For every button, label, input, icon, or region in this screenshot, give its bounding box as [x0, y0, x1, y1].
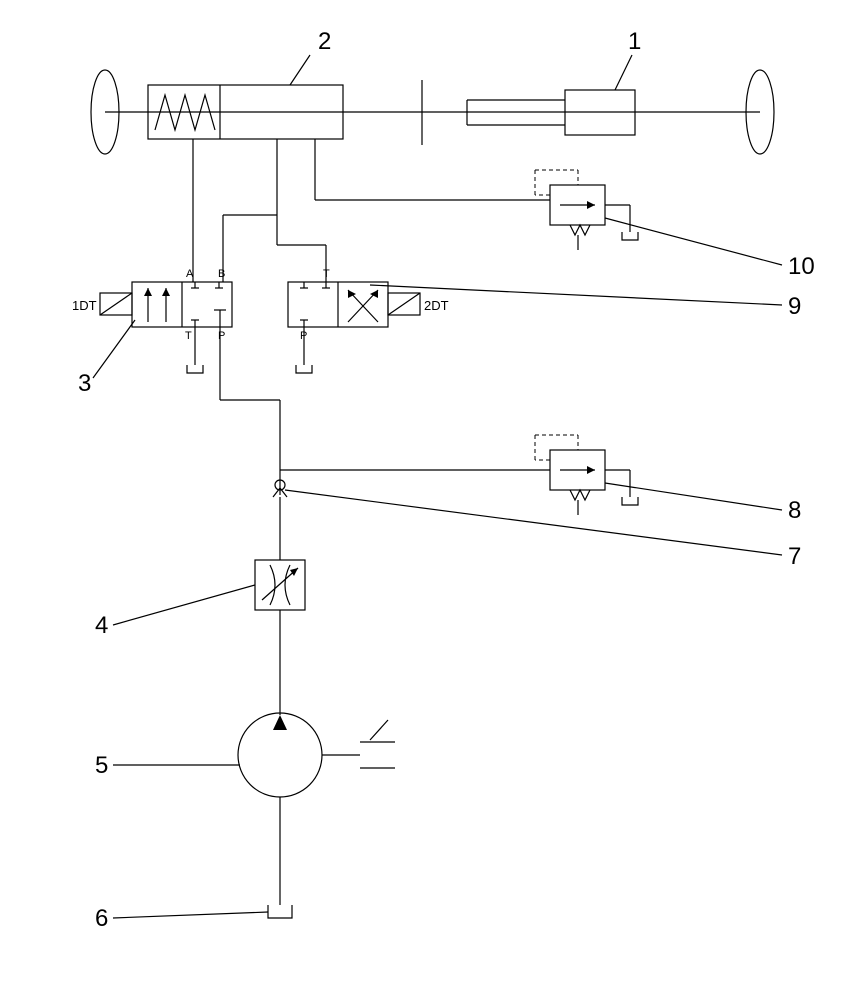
port-t-left: T — [185, 330, 192, 342]
label-1: 1 — [628, 28, 641, 56]
port-b: B — [218, 268, 225, 280]
label-9: 9 — [788, 293, 801, 321]
label-6: 6 — [95, 905, 108, 933]
label-7: 7 — [788, 543, 801, 571]
port-a: A — [186, 268, 193, 280]
label-2: 2 — [318, 28, 331, 56]
hydraulic-diagram: 1 2 3 4 5 6 7 8 9 10 A B T P T P 1DT 2DT — [0, 0, 860, 1000]
label-3: 3 — [78, 370, 91, 398]
port-p-left: P — [218, 330, 225, 342]
label-10: 10 — [788, 253, 815, 281]
port-t-right: T — [323, 268, 330, 280]
solenoid-1dt: 1DT — [72, 298, 97, 313]
label-8: 8 — [788, 497, 801, 525]
label-5: 5 — [95, 752, 108, 780]
solenoid-2dt: 2DT — [424, 298, 449, 313]
port-p-right: P — [300, 330, 307, 342]
label-4: 4 — [95, 612, 108, 640]
diagram-svg — [0, 0, 860, 1000]
